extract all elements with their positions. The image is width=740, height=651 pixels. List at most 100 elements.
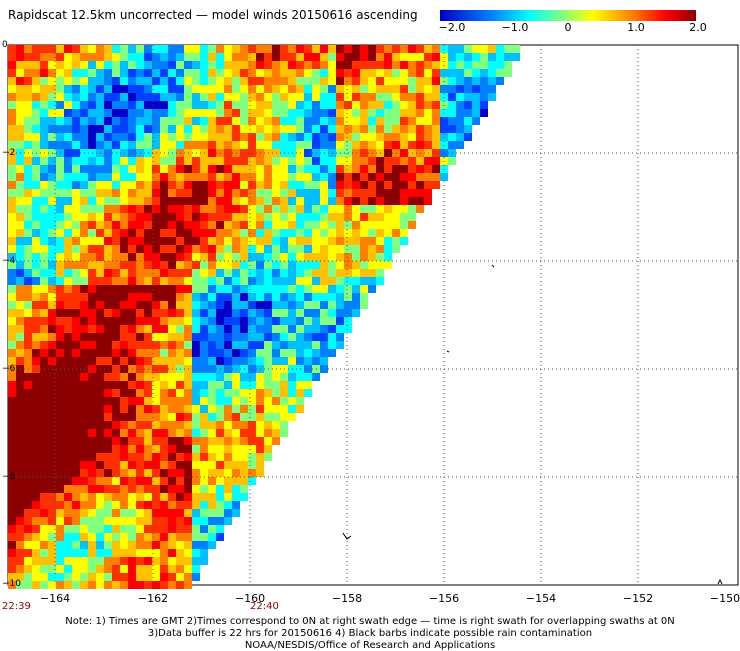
wind-cell (480, 109, 488, 117)
wind-cell (40, 109, 48, 117)
wind-cell (80, 333, 88, 341)
wind-cell (16, 581, 24, 589)
wind-cell (328, 45, 336, 53)
wind-cell (216, 197, 224, 205)
wind-cell (240, 325, 248, 333)
wind-cell (200, 405, 208, 413)
wind-cell (112, 485, 120, 493)
wind-cell (64, 165, 72, 173)
wind-cell (72, 245, 80, 253)
wind-cell (232, 197, 240, 205)
wind-cell (240, 77, 248, 85)
wind-cell (376, 221, 384, 229)
wind-cell (32, 413, 40, 421)
wind-cell (64, 565, 72, 573)
wind-cell (168, 349, 176, 357)
wind-cell (224, 389, 232, 397)
wind-cell (288, 141, 296, 149)
wind-cell (360, 197, 368, 205)
wind-cell (272, 53, 280, 61)
wind-cell (184, 93, 192, 101)
wind-cell (48, 197, 56, 205)
wind-cell (104, 85, 112, 93)
wind-cell (104, 165, 112, 173)
wind-cell (56, 221, 64, 229)
wind-cell (296, 309, 304, 317)
wind-cell (368, 165, 376, 173)
wind-cell (72, 197, 80, 205)
wind-cell (408, 45, 416, 53)
wind-cell (400, 197, 408, 205)
wind-cell (112, 421, 120, 429)
wind-cell (336, 301, 344, 309)
wind-cell (168, 93, 176, 101)
wind-cell (160, 405, 168, 413)
wind-cell (96, 533, 104, 541)
wind-cell (128, 349, 136, 357)
wind-cell (120, 165, 128, 173)
wind-cell (168, 429, 176, 437)
wind-cell (448, 133, 456, 141)
wind-cell (160, 205, 168, 213)
wind-cell (192, 53, 200, 61)
wind-cell (184, 349, 192, 357)
wind-cell (264, 133, 272, 141)
wind-cell (208, 373, 216, 381)
wind-cell (400, 45, 408, 53)
wind-cell (200, 229, 208, 237)
wind-cell (304, 389, 312, 397)
wind-cell (200, 93, 208, 101)
wind-cell (144, 389, 152, 397)
wind-cell (88, 389, 96, 397)
wind-cell (144, 237, 152, 245)
wind-cell (312, 373, 320, 381)
wind-cell (472, 61, 480, 69)
wind-cell (56, 493, 64, 501)
wind-cell (112, 293, 120, 301)
wind-cell (144, 453, 152, 461)
wind-cell (72, 109, 80, 117)
wind-cell (384, 245, 392, 253)
wind-cell (392, 85, 400, 93)
wind-cell (304, 237, 312, 245)
wind-cell (16, 469, 24, 477)
wind-cell (72, 309, 80, 317)
wind-cell (88, 285, 96, 293)
wind-cell (88, 581, 96, 589)
wind-cell (112, 157, 120, 165)
wind-cell (104, 581, 112, 589)
wind-cell (216, 349, 224, 357)
wind-cell (160, 517, 168, 525)
wind-cell (328, 173, 336, 181)
wind-cell (168, 333, 176, 341)
wind-cell (136, 509, 144, 517)
wind-cell (72, 293, 80, 301)
wind-cell (32, 69, 40, 77)
wind-cell (192, 357, 200, 365)
wind-cell (216, 125, 224, 133)
wind-cell (208, 445, 216, 453)
wind-cell (96, 133, 104, 141)
wind-cell (152, 389, 160, 397)
wind-cell (184, 229, 192, 237)
wind-cell (272, 285, 280, 293)
wind-cell (256, 197, 264, 205)
wind-cell (24, 221, 32, 229)
wind-cell (344, 93, 352, 101)
wind-cell (208, 277, 216, 285)
wind-cell (384, 253, 392, 261)
wind-cell (24, 277, 32, 285)
wind-cell (104, 333, 112, 341)
wind-cell (232, 101, 240, 109)
wind-cell (288, 237, 296, 245)
wind-cell (16, 525, 24, 533)
wind-cell (104, 213, 112, 221)
wind-cell (64, 293, 72, 301)
wind-cell (280, 333, 288, 341)
wind-cell (208, 469, 216, 477)
wind-cell (144, 197, 152, 205)
wind-cell (288, 117, 296, 125)
wind-cell (216, 525, 224, 533)
wind-cell (272, 229, 280, 237)
wind-cell (328, 181, 336, 189)
